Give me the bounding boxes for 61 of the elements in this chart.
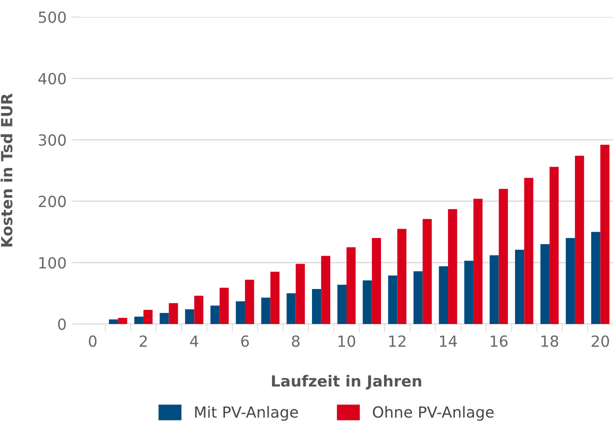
bar (236, 301, 245, 324)
bar (337, 284, 346, 324)
bar (591, 232, 600, 324)
y-tick-label: 400 (38, 72, 66, 84)
y-axis-title: Kosten in Tsd EUR (0, 93, 12, 246)
bar (312, 289, 322, 324)
bar (160, 312, 169, 324)
bar (296, 264, 305, 324)
x-tick-label: 20 (592, 335, 610, 347)
bar (550, 166, 559, 324)
bar (134, 316, 144, 324)
x-tick-label: 6 (241, 335, 249, 347)
bar (143, 310, 153, 324)
bar (244, 280, 254, 324)
bar (414, 271, 423, 324)
bar (372, 238, 382, 324)
x-tick-label: 12 (389, 335, 406, 347)
bar (397, 228, 406, 324)
x-tick-label: 16 (490, 335, 508, 347)
bar (270, 272, 280, 324)
x-tick-label: 14 (440, 336, 457, 347)
bar (321, 256, 330, 324)
y-tick-label: 0 (58, 318, 66, 330)
bar (464, 260, 474, 324)
bar (118, 318, 128, 324)
bar (498, 188, 508, 324)
bar (388, 275, 398, 324)
bar (540, 244, 550, 324)
legend-label: Ohne PV-Anlage (372, 406, 494, 421)
bar (515, 250, 524, 324)
bar (108, 319, 118, 324)
bar (362, 280, 372, 324)
x-tick-label: 0 (88, 335, 97, 347)
x-tick-label: 4 (190, 336, 198, 347)
y-tick-label: 500 (38, 11, 66, 24)
bar (261, 298, 270, 324)
bar (490, 255, 499, 324)
bar (448, 209, 458, 324)
y-tick-label: 300 (38, 134, 66, 146)
bar (286, 293, 296, 324)
bar (168, 303, 178, 324)
legend-label: Mit PV-Anlage (195, 406, 298, 421)
bar (566, 238, 575, 324)
bar (438, 266, 448, 324)
bar (210, 306, 220, 324)
x-tick-label: 2 (140, 335, 147, 347)
y-tick-label: 200 (38, 196, 66, 208)
y-tick-label: 100 (39, 257, 66, 269)
x-tick-label: 10 (338, 335, 356, 347)
x-axis-title: Laufzeit in Jahren (272, 374, 422, 390)
bar (524, 178, 534, 324)
bar (220, 288, 229, 324)
bar (600, 144, 610, 324)
bar (574, 156, 584, 324)
bar (185, 309, 194, 324)
x-tick-label: 8 (292, 335, 300, 347)
bar (194, 296, 204, 324)
bar (473, 198, 483, 324)
bar (422, 219, 432, 324)
bar (346, 247, 356, 324)
x-tick-label: 18 (542, 335, 558, 347)
